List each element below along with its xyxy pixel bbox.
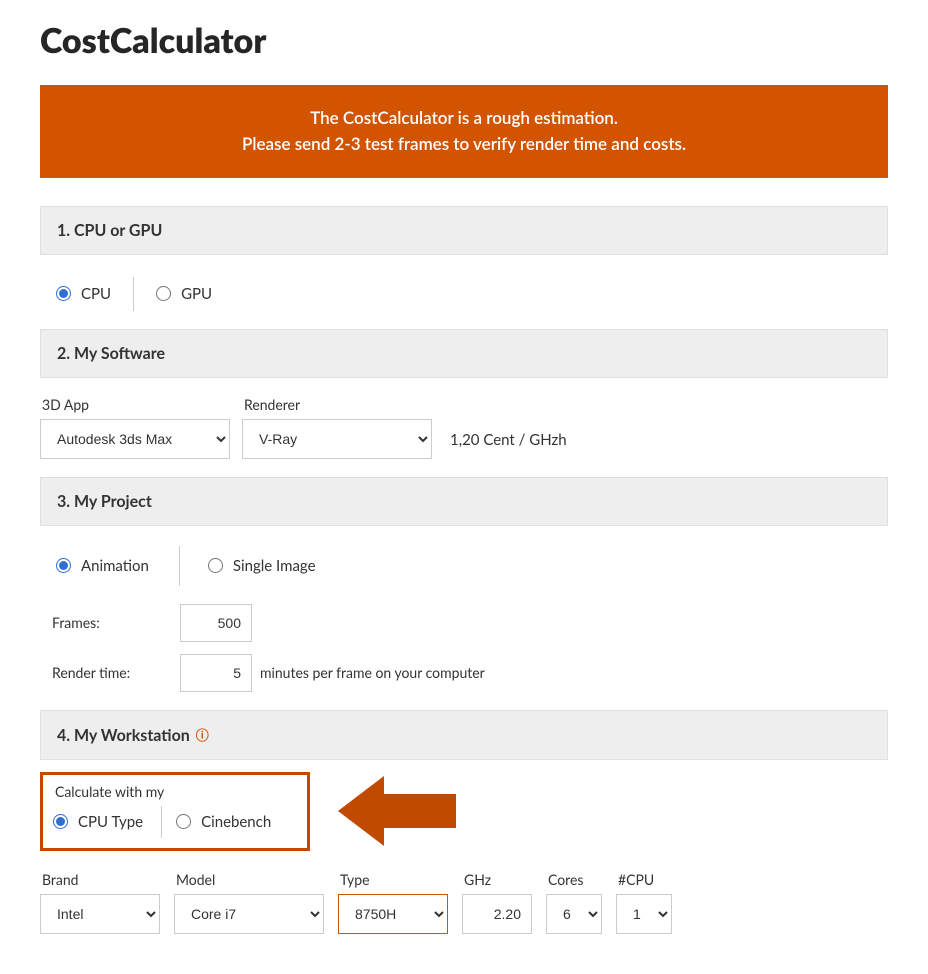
frames-label: Frames: [52,614,180,631]
radio-single-input[interactable] [208,558,223,573]
cores-label: Cores [548,871,602,888]
type-label: Type [340,871,448,888]
radio-animation-label: Animation [81,557,149,575]
brand-field: Brand Intel [40,865,160,934]
radio-cpu-input[interactable] [56,286,71,301]
radio-cinebench-label: Cinebench [201,813,271,831]
frames-input[interactable] [180,604,252,642]
renderer-select[interactable]: V-Ray [242,419,432,459]
model-select[interactable]: Core i7 [174,894,324,934]
radio-cinebench[interactable]: Cinebench [176,813,271,831]
app-select[interactable]: Autodesk 3ds Max [40,419,230,459]
app-field: 3D App Autodesk 3ds Max [40,390,230,459]
ghz-input[interactable] [462,894,532,934]
rendertime-label: Render time: [52,664,180,681]
info-banner: The CostCalculator is a rough estimation… [40,85,888,178]
frames-row: Frames: [40,598,888,648]
radio-cpu[interactable]: CPU [56,285,111,303]
brand-select[interactable]: Intel [40,894,160,934]
section-1-radios: CPU GPU [40,267,888,329]
radio-gpu-label: GPU [181,285,212,303]
brand-label: Brand [42,871,160,888]
radio-cpu-label: CPU [81,285,111,303]
section-4-heading-text: 4. My Workstation [57,726,194,745]
app-label: 3D App [42,396,230,413]
radio-animation[interactable]: Animation [56,557,149,575]
cpu-count-select[interactable]: 1 [616,894,672,934]
arrow-body [376,794,456,828]
section-2-header: 2. My Software [40,329,888,378]
project-radios: Animation Single Image [40,538,888,598]
radio-single[interactable]: Single Image [208,557,316,575]
divider [133,277,134,311]
radio-cpu-type[interactable]: CPU Type [53,813,143,831]
divider [161,806,162,838]
page-root: CostCalculator The CostCalculator is a r… [0,0,928,974]
arrow-annotation-icon [338,776,456,846]
page-title: CostCalculator [40,20,888,61]
rendertime-row: Render time: minutes per frame on your c… [40,648,888,710]
info-icon[interactable]: ⓘ [196,727,209,743]
model-label: Model [176,871,324,888]
software-row: 3D App Autodesk 3ds Max Renderer V-Ray 1… [40,390,888,477]
model-field: Model Core i7 [174,865,324,934]
banner-line-2: Please send 2-3 test frames to verify re… [56,131,872,157]
renderer-field: Renderer V-Ray [242,390,432,459]
calc-radios: CPU Type Cinebench [53,806,293,838]
calc-label: Calculate with my [55,783,293,800]
divider [179,546,180,586]
section-3-header: 3. My Project [40,477,888,526]
banner-line-1: The CostCalculator is a rough estimation… [56,105,872,131]
radio-gpu[interactable]: GPU [156,285,212,303]
workstation-row: Brand Intel Model Core i7 Type 8750H GHz… [40,861,888,934]
cpu-count-label: #CPU [618,871,672,888]
calc-with-row: Calculate with my CPU Type Cinebench [40,772,888,851]
radio-cpu-type-input[interactable] [53,814,68,829]
calc-box: Calculate with my CPU Type Cinebench [40,772,310,851]
renderer-label: Renderer [244,396,432,413]
ghz-field: GHz [462,865,532,934]
type-field: Type 8750H [338,865,448,934]
rendertime-input[interactable] [180,654,252,692]
cores-field: Cores 6 [546,865,602,934]
section-1-header: 1. CPU or GPU [40,206,888,255]
rendertime-suffix: minutes per frame on your computer [260,664,485,681]
price-text: 1,20 Cent / GHzh [444,431,567,459]
radio-cinebench-input[interactable] [176,814,191,829]
radio-animation-input[interactable] [56,558,71,573]
ghz-label: GHz [464,871,532,888]
cpu-count-field: #CPU 1 [616,865,672,934]
radio-gpu-input[interactable] [156,286,171,301]
type-select[interactable]: 8750H [338,894,448,934]
cores-select[interactable]: 6 [546,894,602,934]
section-4-header: 4. My Workstation ⓘ [40,710,888,760]
radio-cpu-type-label: CPU Type [78,813,143,831]
radio-single-label: Single Image [233,557,316,575]
